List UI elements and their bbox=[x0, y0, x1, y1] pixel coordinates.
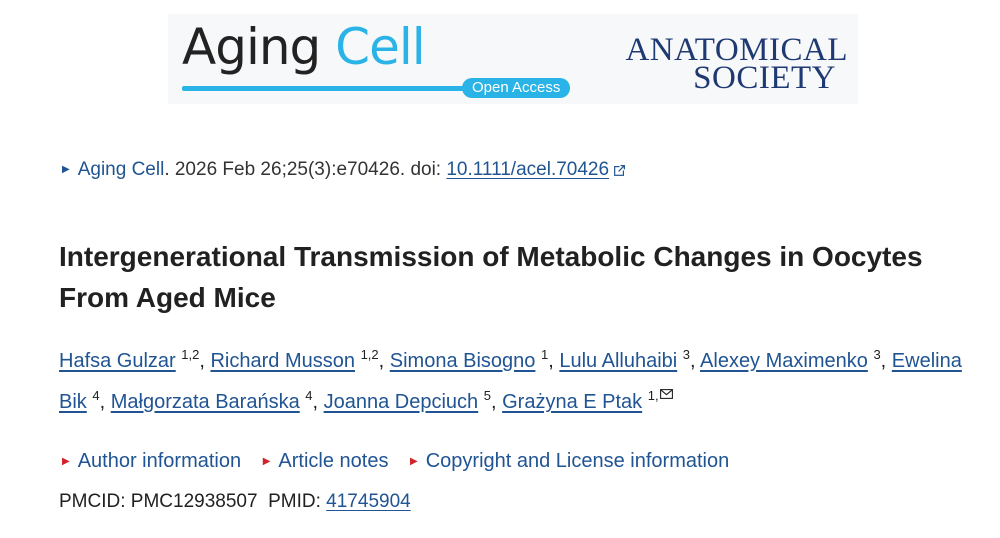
expand-triangle-icon: ▶ bbox=[410, 456, 418, 467]
citation-details: . 2026 Feb 26;25(3):e70426. doi: bbox=[164, 159, 447, 180]
affiliation-superscript: 5 bbox=[483, 388, 491, 403]
author-link[interactable]: Grażyna E Ptak bbox=[502, 391, 643, 413]
aging-cell-logo-title: Aging Cell bbox=[182, 18, 426, 76]
journal-banner: Aging Cell Open Access ANATOMICAL SOCIET… bbox=[168, 14, 858, 104]
author-link[interactable]: Alexey Maximenko bbox=[700, 350, 868, 372]
affiliation-superscript: 1, bbox=[647, 388, 659, 403]
article-notes-link[interactable]: Article notes bbox=[278, 450, 389, 472]
society-logo-line2: SOCIETY bbox=[693, 60, 836, 96]
open-access-badge: Open Access bbox=[462, 78, 571, 98]
journal-link[interactable]: Aging Cell bbox=[77, 159, 165, 180]
affiliation-superscript: 1,2 bbox=[360, 347, 379, 362]
article-title: Intergenerational Transmission of Metabo… bbox=[59, 241, 923, 313]
external-link-icon[interactable] bbox=[614, 165, 626, 176]
author-link[interactable]: Joanna Depciuch bbox=[323, 391, 479, 413]
doi-link[interactable]: 10.1111/acel.70426 bbox=[446, 159, 610, 180]
envelope-icon[interactable] bbox=[659, 389, 673, 399]
author-link[interactable]: Hafsa Gulzar bbox=[59, 350, 176, 372]
article-info-links: ▶ Author information ▶ Article notes ▶ Copy… bbox=[62, 447, 745, 476]
pmid-label: PMID: bbox=[268, 491, 327, 512]
author-link[interactable]: Ewelina Bik bbox=[59, 350, 962, 413]
logo-word-cell: Cell bbox=[335, 18, 425, 76]
author-link[interactable]: Małgorzata Barańska bbox=[110, 391, 300, 413]
pmcid-label: PMCID: bbox=[59, 491, 131, 512]
author-link[interactable]: Lulu Alluhaibi bbox=[559, 350, 678, 372]
author-link[interactable]: Simona Bisogno bbox=[389, 350, 536, 372]
author-list: Hafsa Gulzar 1,2, Richard Musson 1,2, Si… bbox=[59, 347, 962, 413]
expand-triangle-icon: ▶ bbox=[62, 456, 70, 467]
affiliation-superscript: 1 bbox=[540, 347, 549, 362]
logo-word-aging: Aging bbox=[182, 18, 321, 76]
affiliation-superscript: 4 bbox=[305, 388, 313, 403]
logo-underline-bar bbox=[182, 86, 472, 91]
affiliation-superscript: 3 bbox=[682, 347, 691, 362]
expand-triangle-icon: ▶ bbox=[62, 164, 70, 175]
aging-cell-logo[interactable]: Aging Cell Open Access bbox=[182, 18, 582, 104]
affiliation-superscript: 1,2 bbox=[181, 347, 200, 362]
affiliation-superscript: 4 bbox=[92, 388, 100, 403]
copyright-license-link[interactable]: Copyright and License information bbox=[425, 450, 730, 472]
author-information-toggle[interactable]: ▶ Author information bbox=[62, 450, 241, 472]
anatomical-society-logo[interactable]: ANATOMICAL SOCIETY bbox=[598, 32, 848, 96]
pmid-link[interactable]: 41745904 bbox=[326, 491, 411, 512]
citation-line: ▶ Aging Cell. 2026 Feb 26;25(3):e70426. d… bbox=[62, 157, 626, 183]
author-information-link[interactable]: Author information bbox=[77, 450, 242, 472]
identifiers-line: PMCID: PMC12938507 PMID: 41745904 bbox=[59, 489, 411, 515]
author-link[interactable]: Richard Musson bbox=[210, 350, 355, 372]
copyright-toggle[interactable]: ▶ Copyright and License information bbox=[410, 450, 729, 472]
article-notes-toggle[interactable]: ▶ Article notes bbox=[263, 450, 389, 472]
affiliation-superscript: 3 bbox=[873, 347, 881, 362]
pmcid-value: PMC12938507 bbox=[130, 491, 258, 512]
expand-triangle-icon: ▶ bbox=[262, 456, 271, 467]
society-logo-line1: ANATOMICAL bbox=[625, 32, 848, 68]
